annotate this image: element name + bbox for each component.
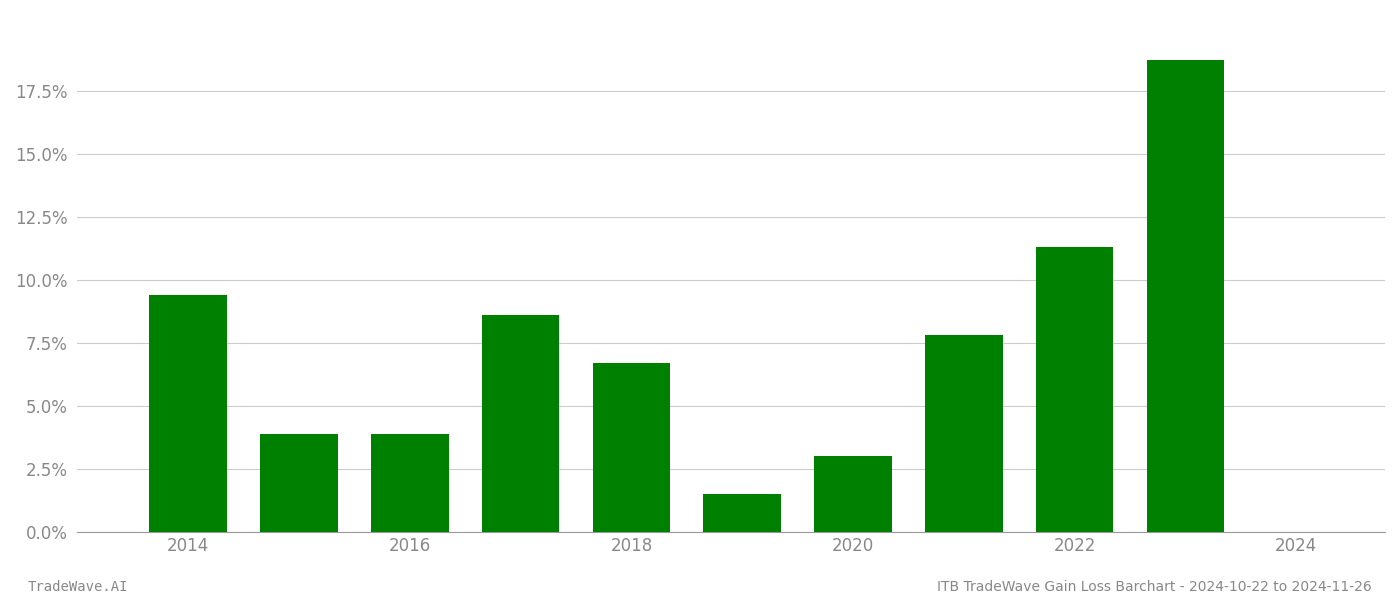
Bar	[371, 434, 448, 532]
Bar	[1147, 61, 1225, 532]
Bar	[592, 363, 671, 532]
Bar	[815, 457, 892, 532]
Bar	[150, 295, 227, 532]
Bar	[482, 315, 560, 532]
Text: ITB TradeWave Gain Loss Barchart - 2024-10-22 to 2024-11-26: ITB TradeWave Gain Loss Barchart - 2024-…	[937, 580, 1372, 594]
Bar	[703, 494, 781, 532]
Bar	[1036, 247, 1113, 532]
Bar	[260, 434, 337, 532]
Text: TradeWave.AI: TradeWave.AI	[28, 580, 129, 594]
Bar	[925, 335, 1002, 532]
